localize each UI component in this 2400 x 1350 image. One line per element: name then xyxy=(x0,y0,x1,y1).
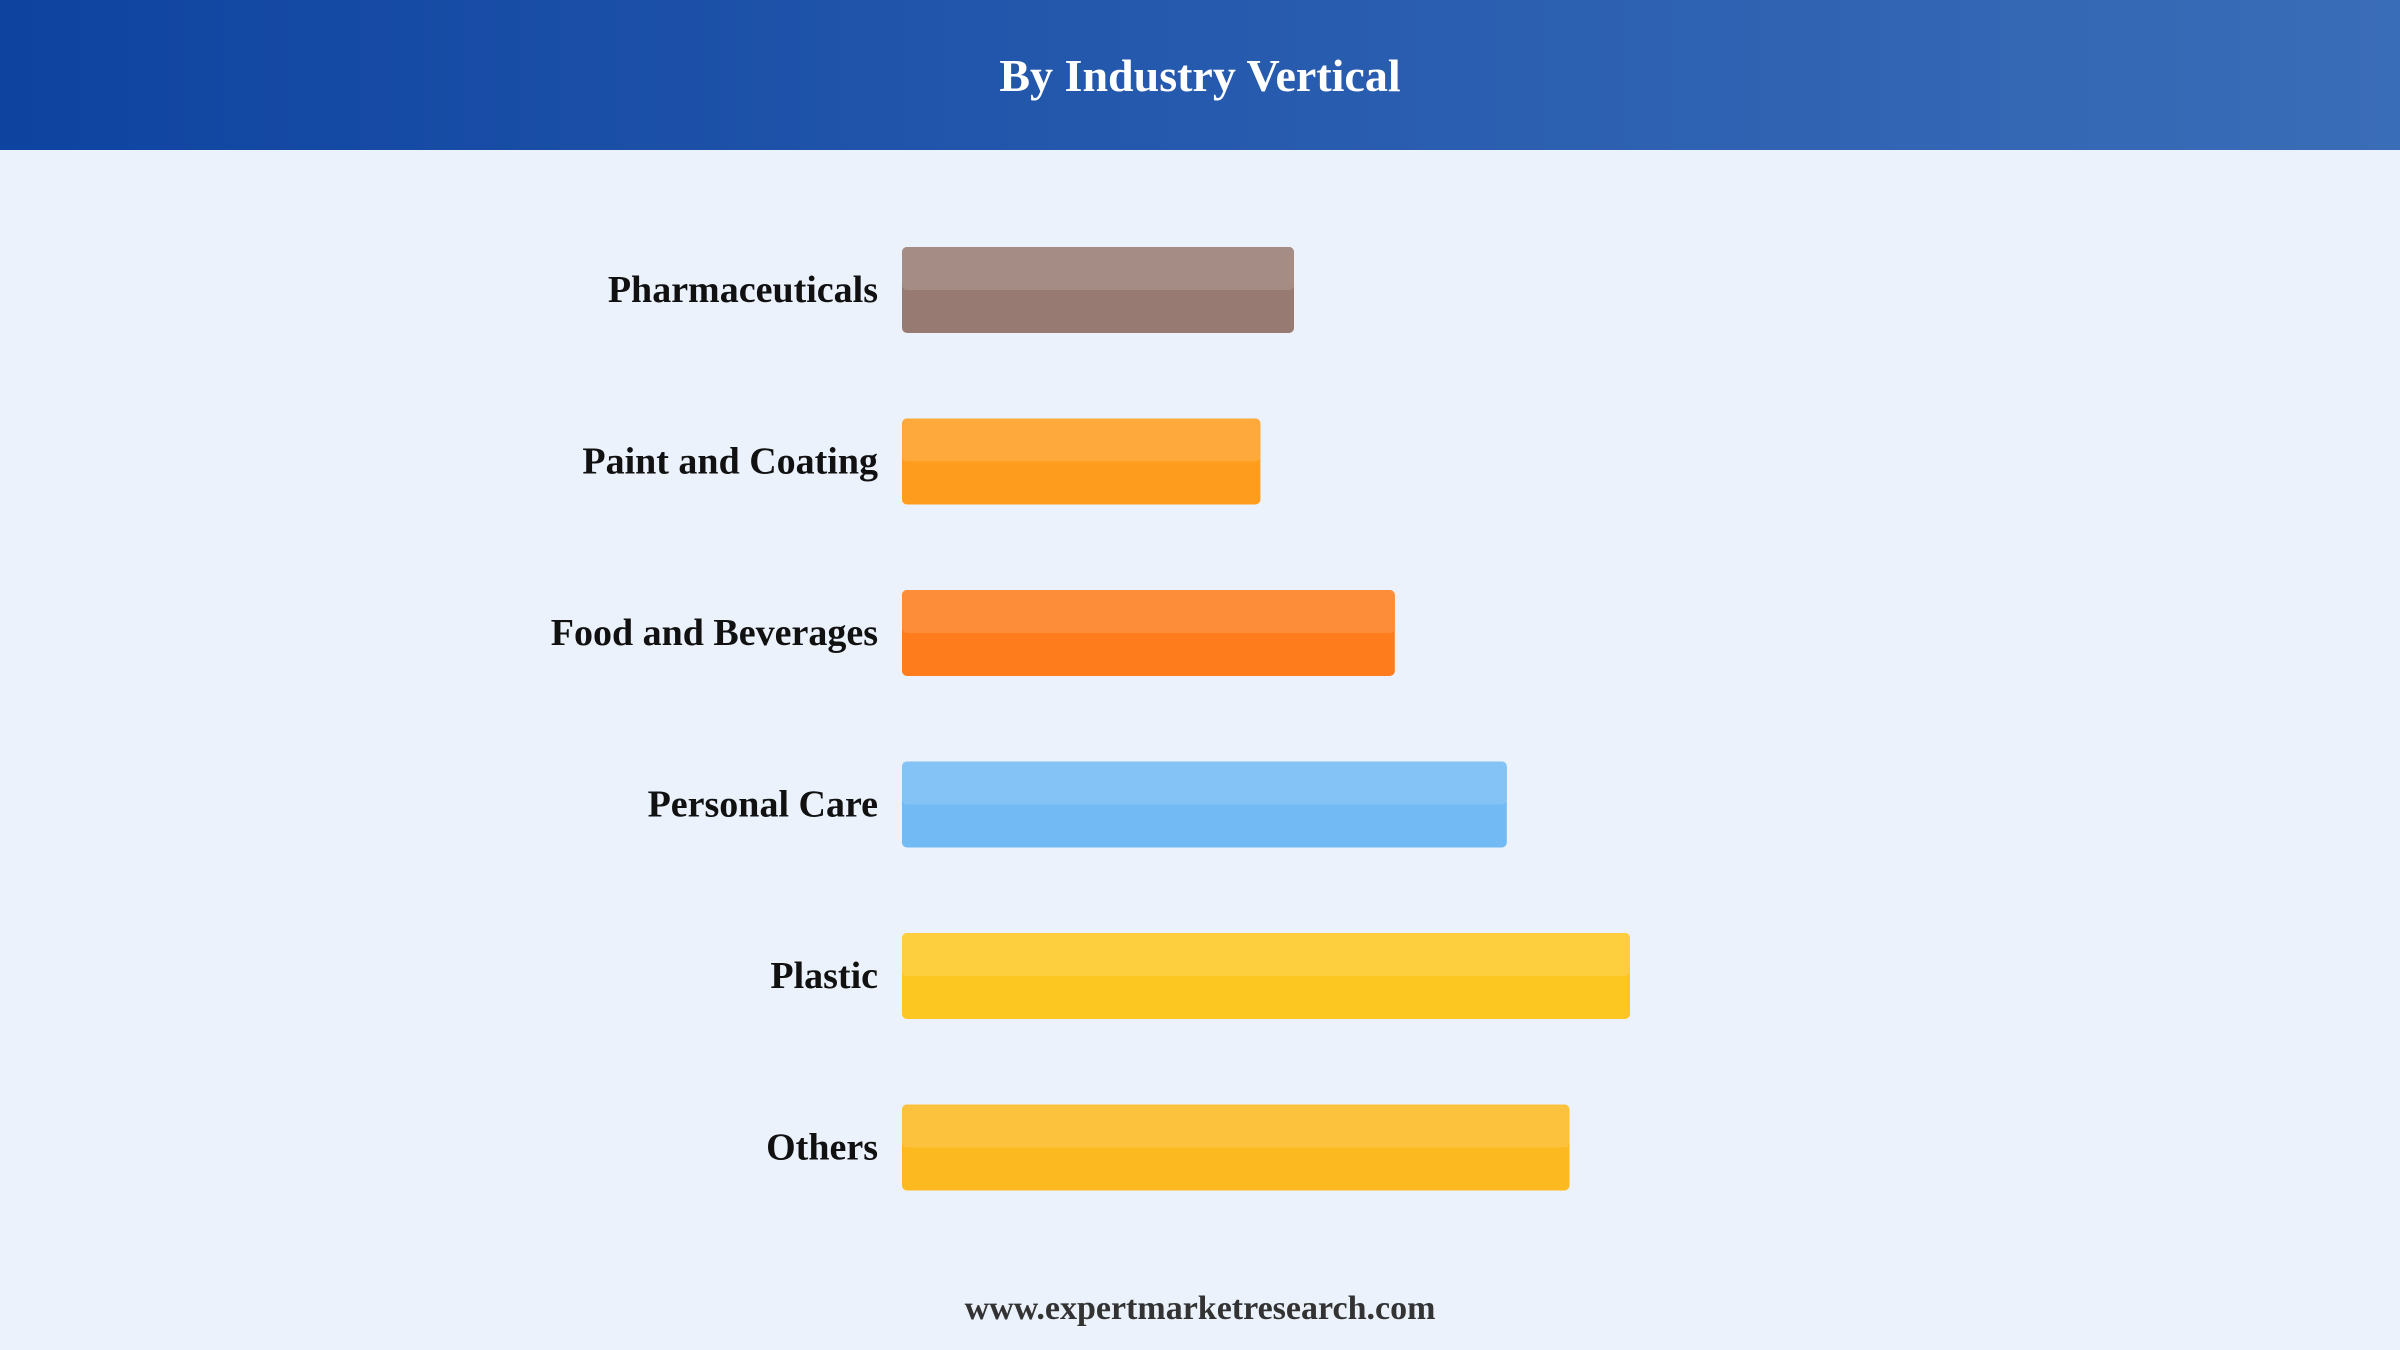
bars-layer xyxy=(902,247,1630,1191)
bar-chart: Pharmaceuticals Paint and Coating Food and… xyxy=(551,247,1630,1191)
bar-paint-and-coating xyxy=(902,418,1261,505)
bar-highlight xyxy=(902,1104,1570,1148)
category-label-pharmaceuticals: Pharmaceuticals xyxy=(608,269,878,311)
category-label-plastic: Plastic xyxy=(770,955,878,997)
bar-highlight xyxy=(902,761,1507,805)
bar-highlight xyxy=(902,590,1395,633)
bar-highlight xyxy=(902,933,1630,976)
bar-personal-care xyxy=(902,761,1507,848)
category-label-others: Others xyxy=(766,1127,878,1169)
footer-website: www.expertmarketresearch.com xyxy=(964,1290,1436,1327)
category-label-paint-and-coating: Paint and Coating xyxy=(582,441,878,483)
bar-pharmaceuticals xyxy=(902,247,1294,333)
header-banner: By Industry Vertical xyxy=(0,0,2400,150)
bar-highlight xyxy=(902,247,1294,290)
category-labels: Pharmaceuticals Paint and Coating Food and… xyxy=(551,269,878,1169)
chart-title: By Industry Vertical xyxy=(999,49,1401,101)
bar-plastic xyxy=(902,933,1630,1019)
bar-others xyxy=(902,1104,1570,1191)
bar-food-and-beverages xyxy=(902,590,1395,676)
category-label-personal-care: Personal Care xyxy=(648,784,878,826)
category-label-food-and-beverages: Food and Beverages xyxy=(551,612,878,654)
bar-highlight xyxy=(902,418,1261,462)
